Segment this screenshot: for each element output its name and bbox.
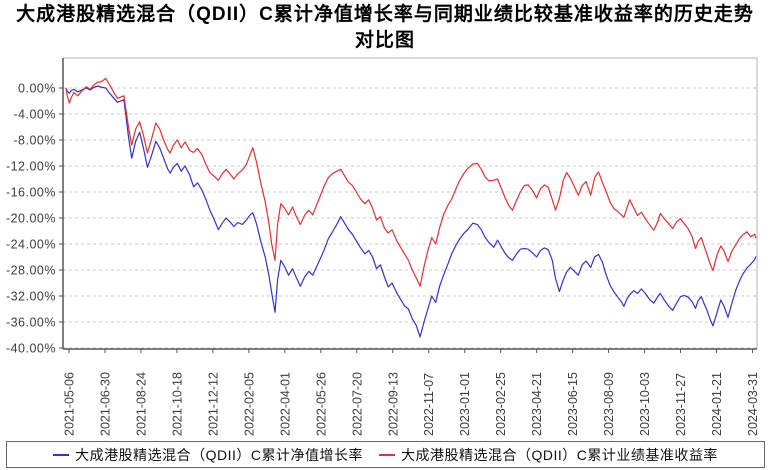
x-axis-label: 2023-06-15 (566, 372, 580, 436)
x-axis-label: 2021-06-30 (98, 372, 112, 436)
chart-legend: 大成港股精选混合（QDII）C累计净值增长率 大成港股精选混合（QDII）C累计… (6, 441, 765, 468)
y-axis-label: -4.00% (13, 108, 56, 122)
legend-item-benchmark: 大成港股精选混合（QDII）C累计业绩基准收益率 (379, 445, 718, 465)
y-axis-label: -20.00% (6, 212, 56, 226)
x-axis-label: 2022-02-05 (242, 372, 256, 436)
chart-title: 大成港股精选混合（QDII）C累计净值增长率与同期业绩比较基准收益率的历史走势 … (0, 2, 770, 54)
legend-item-fund: 大成港股精选混合（QDII）C累计净值增长率 (53, 445, 363, 465)
x-axis-label: 2022-05-26 (314, 372, 328, 436)
chart-title-line1: 大成港股精选混合（QDII）C累计净值增长率与同期业绩比较基准收益率的历史走势 (16, 4, 754, 25)
y-axis-label: -36.00% (6, 316, 56, 330)
y-axis-label: -40.00% (6, 342, 56, 356)
benchmark-line-swatch (379, 453, 395, 456)
y-axis-label: -8.00% (13, 134, 56, 148)
y-axis-label: -12.00% (6, 160, 56, 174)
x-axis-label: 2023-11-27 (674, 373, 688, 436)
x-axis-label: 2021-12-12 (206, 372, 220, 436)
y-axis-label: -32.00% (6, 290, 56, 304)
x-axis-label: 2024-01-21 (710, 372, 724, 436)
x-axis-label: 2023-10-03 (638, 372, 652, 436)
y-axis-label: 0.00% (18, 82, 56, 96)
y-axis-label: -28.00% (6, 264, 56, 278)
y-axis-label: -24.00% (6, 238, 56, 252)
x-axis-label: 2023-01-01 (458, 372, 472, 436)
x-axis-label: 2023-08-09 (602, 372, 616, 436)
x-axis-label: 2021-05-06 (63, 372, 77, 436)
chart-title-line2: 对比图 (354, 30, 415, 51)
x-axis-label: 2022-07-20 (350, 372, 364, 436)
x-axis-label: 2022-04-01 (278, 372, 292, 436)
fund-line (65, 85, 757, 338)
x-axis-label: 2022-11-07 (422, 373, 436, 436)
legend-label-benchmark: 大成港股精选混合（QDII）C累计业绩基准收益率 (401, 446, 718, 463)
legend-label-fund: 大成港股精选混合（QDII）C累计净值增长率 (75, 446, 363, 463)
x-axis-label: 2023-04-21 (530, 372, 544, 436)
x-axis-label: 2022-09-13 (386, 372, 400, 436)
fund-line-swatch (53, 453, 70, 456)
chart-canvas: 0.00% -4.00% -8.00% -12.00% -16.00% -20.00% -2… (6, 57, 760, 436)
x-axis-label: 2023-02-25 (494, 372, 508, 436)
x-axis-label: 2024-03-31 (746, 372, 760, 436)
x-axis-label: 2021-10-18 (170, 372, 184, 436)
x-axis-label: 2021-08-24 (134, 372, 148, 436)
benchmark-line (65, 77, 757, 287)
y-axis-label: -16.00% (6, 186, 56, 200)
